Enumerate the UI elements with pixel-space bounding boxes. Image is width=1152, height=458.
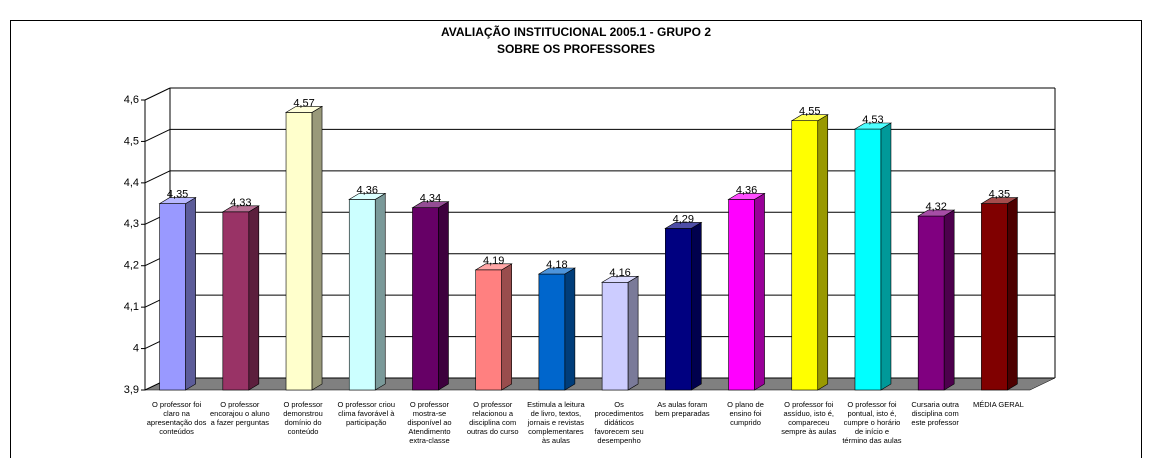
x-tick-label: As aulas foram bem preparadas — [655, 400, 710, 418]
bar-side — [501, 263, 512, 391]
x-tick-label: O professor relacionou a disciplina com … — [466, 400, 519, 436]
bar-top — [221, 205, 260, 213]
value-label: 4,55 — [799, 106, 820, 118]
chart-title: AVALIAÇÃO INSTITUCIONAL 2005.1 - GRUPO 2 — [441, 24, 711, 39]
value-label: 4,29 — [673, 213, 694, 225]
value-label: 4,36 — [357, 184, 378, 196]
bar-side — [880, 122, 892, 391]
bar-front — [917, 215, 945, 391]
grid-line — [144, 87, 171, 101]
bar-top — [601, 275, 640, 283]
bar-front — [285, 112, 313, 391]
x-tick-label: Cursaria outra disciplina com este profe… — [911, 400, 959, 427]
y-tick-label: 4 — [133, 342, 139, 354]
value-label: 4,18 — [546, 259, 567, 271]
x-tick-label: O plano de ensino foi cumprido — [727, 400, 764, 427]
x-tick-label: O professor criou clima favorável à part… — [337, 400, 396, 427]
chart-title: SOBRE OS PROFESSORES — [497, 42, 655, 56]
x-tick-label: Estimula a leitura de livro, textos, jor… — [527, 400, 585, 445]
value-label: 4,57 — [293, 97, 314, 109]
x-tick-label: O professor encorajou o aluno a fazer pe… — [209, 400, 270, 427]
y-tick-label: 4,1 — [124, 301, 139, 313]
bar-side — [1007, 197, 1018, 391]
bar-side — [564, 267, 576, 391]
value-label: 4,16 — [609, 267, 630, 279]
value-label: 4,34 — [420, 193, 441, 205]
value-label: 4,35 — [167, 188, 188, 200]
bar-side — [754, 192, 765, 391]
bar-front — [728, 199, 755, 391]
bar-top — [158, 197, 197, 204]
bar-top — [474, 263, 513, 271]
bar-side — [248, 205, 260, 391]
bar-side — [627, 275, 639, 391]
bar-front — [159, 203, 186, 391]
y-tick-label: 4,4 — [124, 177, 139, 189]
x-tick-label: O professor foi assíduo, isto é, compare… — [781, 400, 837, 436]
bar-side — [185, 197, 196, 391]
bar-top — [348, 193, 387, 200]
x-tick-label: O professor foi claro na apresentação do… — [146, 400, 207, 436]
value-label: 4,33 — [230, 197, 251, 209]
bar-side — [374, 192, 386, 391]
y-tick-label: 4,6 — [124, 94, 139, 106]
x-tick-label: O professor foi pontual, isto é, cumpre … — [842, 400, 902, 445]
value-label: 4,36 — [736, 184, 757, 196]
bar-side — [311, 105, 323, 391]
x-tick-label: MÉDIA GERAL — [972, 400, 1024, 409]
bar-front — [348, 199, 376, 391]
bar-front — [412, 207, 439, 391]
bar-front — [981, 203, 1008, 391]
x-tick-label: O professor demonstrou domínio do conteú… — [283, 400, 323, 436]
bar-side — [438, 201, 449, 391]
bar-front — [601, 281, 629, 391]
bar-side — [691, 221, 702, 391]
value-label: 4,32 — [925, 201, 946, 213]
y-tick-label: 4,2 — [124, 260, 139, 272]
bar-side — [817, 114, 829, 391]
bar-front — [222, 211, 250, 391]
bar-front — [854, 128, 882, 391]
bar-top — [790, 114, 829, 122]
bar-top — [727, 193, 766, 200]
y-tick-label: 4,5 — [124, 135, 139, 147]
value-label: 4,35 — [989, 188, 1010, 200]
bar-top — [853, 122, 893, 130]
x-tick-label: Os procedimentos didáticos favorecem seu… — [594, 400, 644, 445]
value-label: 4,19 — [483, 255, 504, 267]
bar-top — [917, 209, 956, 217]
bar-top — [411, 201, 450, 209]
bar-top — [664, 222, 703, 229]
bar-top — [980, 197, 1019, 204]
grid-line — [144, 128, 171, 142]
y-tick-label: 4,3 — [124, 218, 139, 230]
bar-front — [665, 228, 692, 391]
y-tick-label: 3,9 — [124, 384, 139, 396]
bar-top — [537, 267, 576, 275]
value-label: 4,53 — [862, 114, 883, 126]
grid-line — [144, 170, 171, 184]
x-tick-label: O professor mostra-se disponível ao Aten… — [407, 400, 452, 445]
bar-top — [284, 106, 324, 113]
bar-side — [943, 209, 955, 391]
bar-front — [475, 269, 502, 391]
bar-front — [791, 120, 819, 391]
bar-front — [538, 273, 566, 391]
